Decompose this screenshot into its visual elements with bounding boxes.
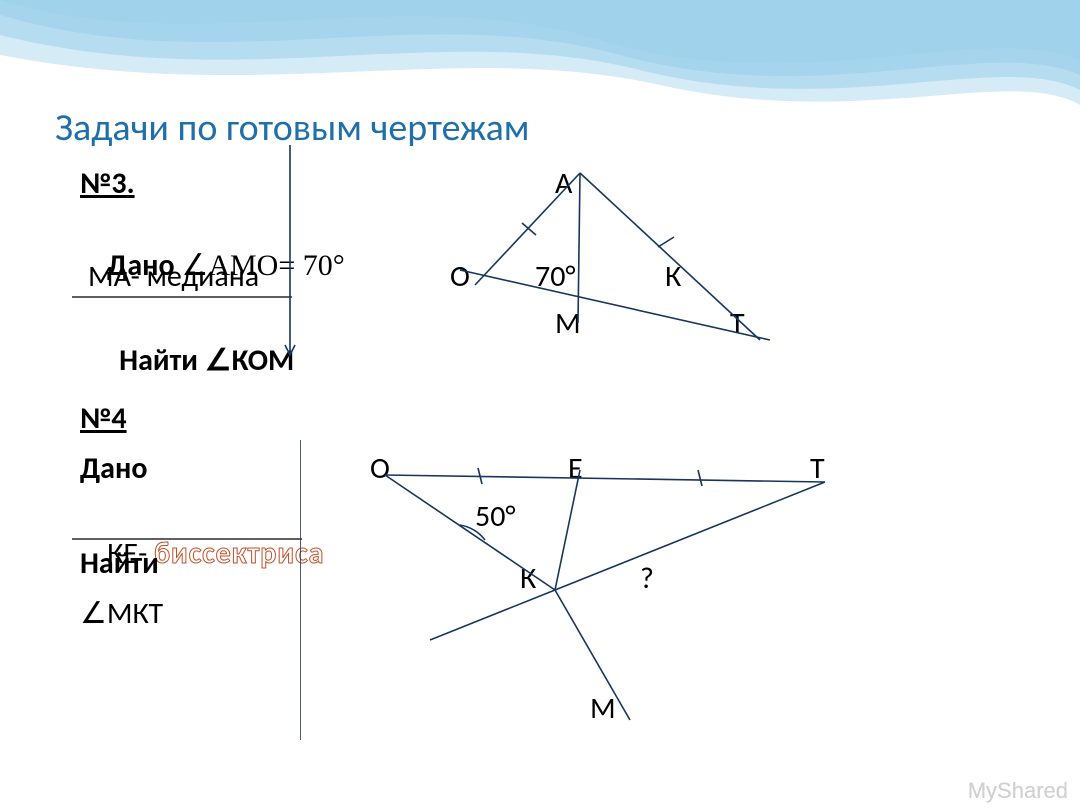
divider-line-2 <box>72 538 302 542</box>
problem3-number: №3. <box>80 165 135 202</box>
problem4-given: Дано <box>80 450 148 487</box>
problem4-find: Найти <box>80 545 159 582</box>
problem4-diagram <box>300 440 900 750</box>
slide-content: Задачи по готовым чертежам №3. Дано ∠АМО… <box>0 0 1080 810</box>
problem4-angle: ∠МКТ <box>80 595 163 632</box>
problem4-number: №4 <box>80 400 127 437</box>
problem3-diagram <box>260 145 800 375</box>
watermark-text: MyShared <box>968 778 1068 804</box>
problem3-median: МА- медиана <box>88 258 259 295</box>
divider-line-1 <box>72 296 292 300</box>
